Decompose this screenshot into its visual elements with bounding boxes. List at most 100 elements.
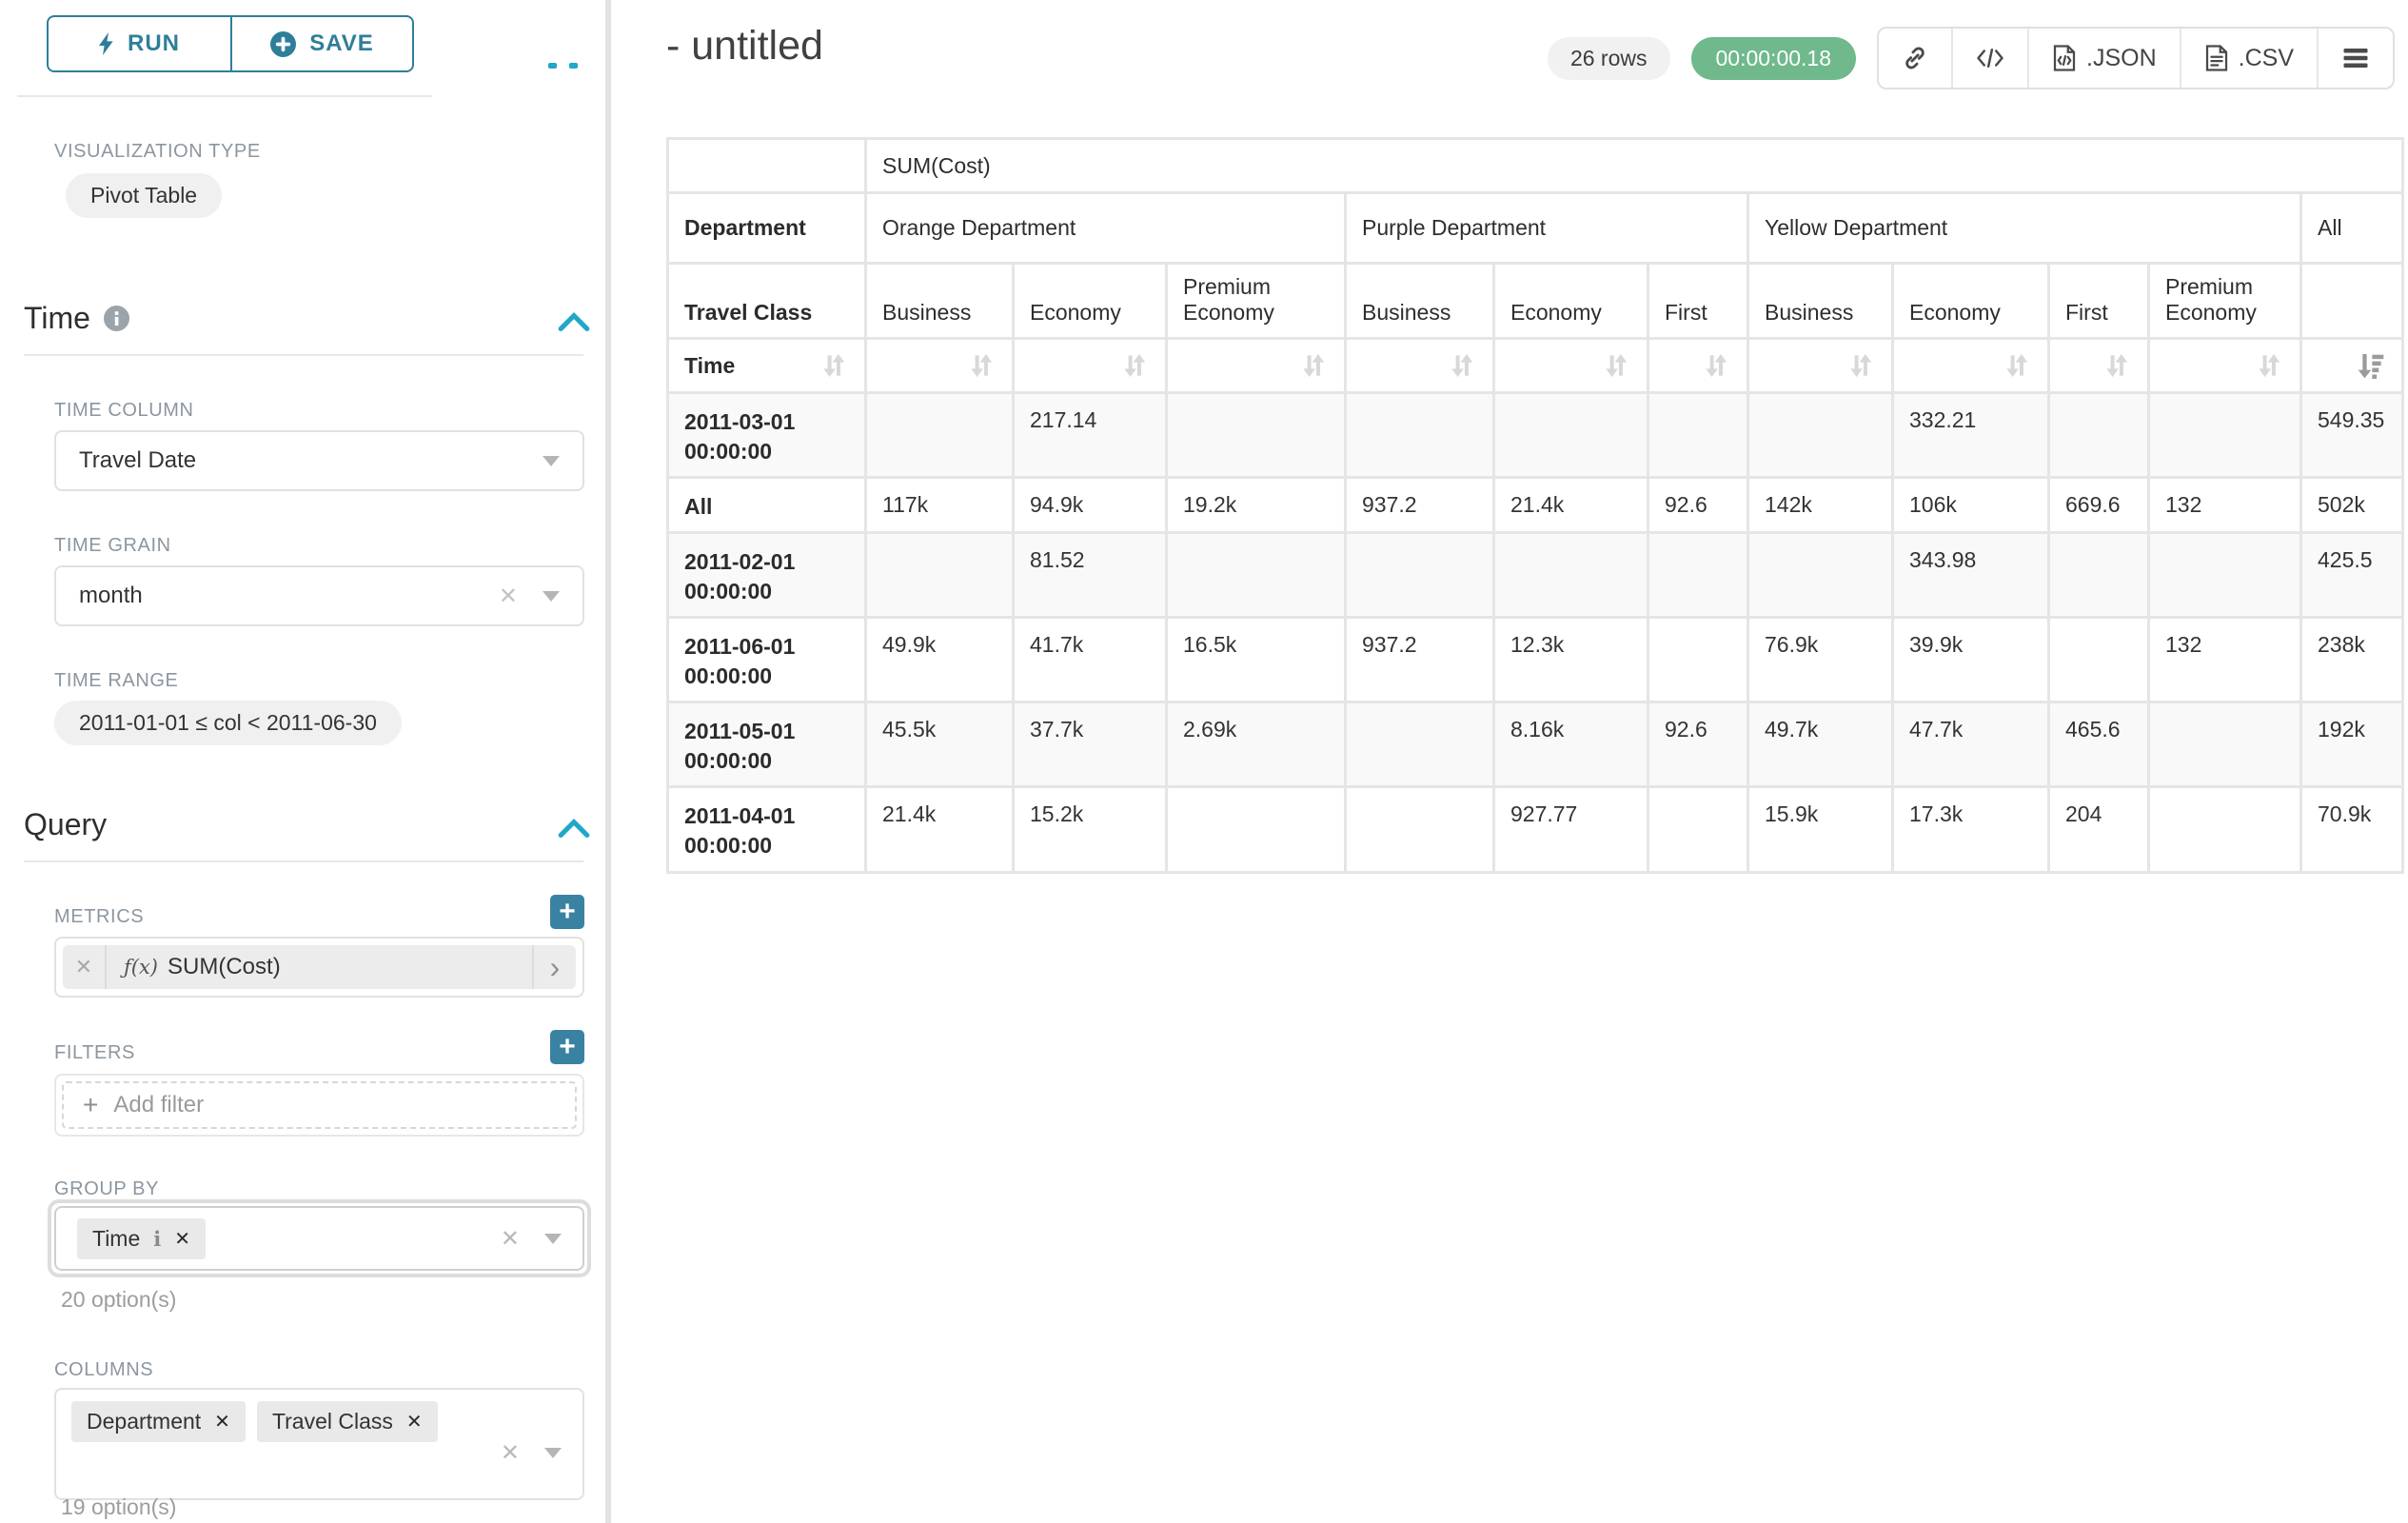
time-column-label: TIME COLUMN	[54, 400, 194, 422]
sort-arrows-icon[interactable]	[1601, 350, 1631, 381]
pivot-cell	[866, 533, 1014, 618]
time-range-pill[interactable]: 2011-01-01 ≤ col < 2011-06-30	[54, 701, 402, 745]
columns-label: COLUMNS	[54, 1359, 153, 1381]
pivot-cell: 238k	[2301, 618, 2403, 702]
add-metric-button[interactable]: +	[550, 895, 584, 929]
chevron-right-icon[interactable]: ›	[532, 945, 576, 989]
metric-pill[interactable]: ✕ ƒ(x) SUM(Cost) ›	[63, 945, 576, 989]
column-header: First	[1648, 264, 1748, 339]
sort-arrows-icon[interactable]	[1119, 350, 1150, 381]
plus-circle-icon	[270, 31, 296, 57]
pivot-cell: 92.6	[1648, 478, 1748, 533]
sort-header[interactable]	[1648, 339, 1748, 393]
chart-title[interactable]: - untitled	[666, 23, 823, 69]
clear-icon[interactable]: ✕	[499, 583, 518, 610]
pivot-cell	[2049, 533, 2149, 618]
remove-tag-icon[interactable]: ✕	[174, 1227, 190, 1251]
column-header: Premium Economy	[2149, 264, 2301, 339]
pivot-cell: 106k	[1893, 478, 2049, 533]
group-by-tag: Time i ✕	[77, 1218, 206, 1259]
time-range-label: TIME RANGE	[54, 670, 178, 692]
time-sort-header[interactable]: Time	[668, 339, 866, 393]
save-button[interactable]: SAVE	[230, 17, 412, 70]
row-label: 2011-05-01 00:00:00	[668, 702, 866, 787]
clear-icon[interactable]: ✕	[501, 1225, 520, 1253]
sort-arrows-icon[interactable]	[2254, 350, 2284, 381]
time-grain-select[interactable]: month ✕	[54, 565, 584, 626]
sort-header[interactable]	[1014, 339, 1167, 393]
remove-tag-icon[interactable]: ✕	[214, 1410, 230, 1434]
column-header: First	[2049, 264, 2149, 339]
chart-panel: - untitled 26 rows 00:00:00.18 .JSON	[611, 0, 2408, 1523]
column-header: Premium Economy	[1167, 264, 1346, 339]
sort-header[interactable]	[1494, 339, 1648, 393]
sort-arrows-icon[interactable]	[1447, 350, 1477, 381]
export-csv-button[interactable]: .CSV	[2180, 29, 2317, 88]
remove-tag-icon[interactable]: ✕	[406, 1410, 423, 1434]
time-column-select[interactable]: Travel Date	[54, 430, 584, 491]
pivot-cell	[2149, 393, 2301, 478]
chevron-up-icon[interactable]	[558, 310, 590, 333]
export-json-label: .JSON	[2086, 45, 2157, 72]
pivot-cell	[1648, 533, 1748, 618]
sort-header[interactable]	[1893, 339, 2049, 393]
row-label: 2011-03-01 00:00:00	[668, 393, 866, 478]
pivot-cell: 502k	[2301, 478, 2403, 533]
metric-header: SUM(Cost)	[866, 139, 2403, 193]
pivot-cell: 192k	[2301, 702, 2403, 787]
visualization-type-pill[interactable]: Pivot Table	[66, 173, 222, 218]
sort-header[interactable]	[2049, 339, 2149, 393]
pivot-cell: 70.9k	[2301, 787, 2403, 872]
column-header: Economy	[1893, 264, 2049, 339]
pivot-cell: 8.16k	[1494, 702, 1648, 787]
pivot-cell: 549.35	[2301, 393, 2403, 478]
time-grain-label: TIME GRAIN	[54, 535, 171, 557]
pivot-table: SUM(Cost)DepartmentOrange DepartmentPurp…	[666, 137, 2404, 874]
run-button[interactable]: RUN	[49, 17, 230, 70]
copy-link-button[interactable]	[1879, 29, 1951, 88]
sort-header[interactable]	[2301, 339, 2403, 393]
pivot-cell: 332.21	[1893, 393, 2049, 478]
chevron-up-icon[interactable]	[558, 817, 590, 840]
pivot-cell	[1167, 393, 1346, 478]
column-header: Business	[1346, 264, 1494, 339]
sort-arrows-icon[interactable]	[1845, 350, 1876, 381]
menu-button[interactable]	[2317, 29, 2393, 88]
sort-header[interactable]	[1167, 339, 1346, 393]
save-button-label: SAVE	[309, 30, 374, 57]
table-row: 2011-06-01 00:00:0049.9k41.7k16.5k937.21…	[668, 618, 2403, 702]
add-filter-plus-button[interactable]: +	[550, 1030, 584, 1064]
column-header: Business	[1748, 264, 1893, 339]
sort-arrows-icon[interactable]	[1701, 350, 1731, 381]
column-header: Economy	[1494, 264, 1648, 339]
export-json-button[interactable]: .JSON	[2027, 29, 2180, 88]
pivot-cell	[1167, 787, 1346, 872]
pivot-cell	[1346, 393, 1494, 478]
sort-header[interactable]	[1748, 339, 1893, 393]
panel-indicator-dot-icon	[569, 63, 578, 69]
sort-descending-icon[interactable]	[2356, 350, 2386, 381]
export-button-group: .JSON .CSV	[1877, 27, 2395, 89]
add-filter-button[interactable]: + Add filter	[62, 1081, 577, 1129]
sort-arrows-icon[interactable]	[966, 350, 997, 381]
columns-select[interactable]: Department ✕ Travel Class ✕ ✕	[54, 1388, 584, 1500]
sort-header[interactable]	[2149, 339, 2301, 393]
remove-metric-icon[interactable]: ✕	[63, 945, 107, 989]
pivot-cell	[1167, 533, 1346, 618]
group-by-select[interactable]: Time i ✕ ✕	[48, 1199, 591, 1277]
pivot-cell	[1648, 787, 1748, 872]
view-query-button[interactable]	[1951, 29, 2027, 88]
clear-icon[interactable]: ✕	[501, 1439, 520, 1467]
sort-arrows-icon[interactable]	[2002, 350, 2032, 381]
sort-arrows-icon[interactable]	[1298, 350, 1329, 381]
column-group-header: Yellow Department	[1748, 193, 2301, 264]
sort-arrows-icon[interactable]	[2102, 350, 2132, 381]
row-label: 2011-06-01 00:00:00	[668, 618, 866, 702]
sort-header[interactable]	[1346, 339, 1494, 393]
divider	[24, 354, 583, 356]
pivot-cell: 465.6	[2049, 702, 2149, 787]
columns-tag: Travel Class ✕	[257, 1401, 438, 1442]
pivot-cell: 17.3k	[1893, 787, 2049, 872]
sort-header[interactable]	[866, 339, 1014, 393]
sort-arrows-icon[interactable]	[819, 350, 849, 381]
